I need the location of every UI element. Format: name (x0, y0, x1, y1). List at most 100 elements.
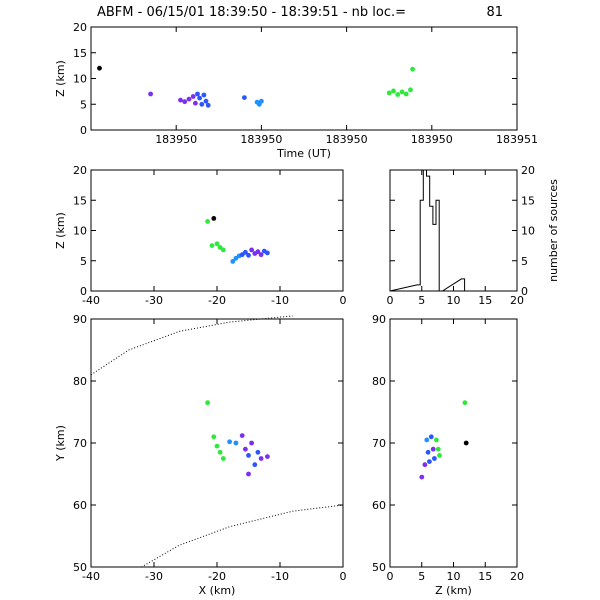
x-tick-label: 15 (478, 570, 492, 583)
x-tick-label: -40 (82, 294, 100, 307)
x-tick-label: 5 (418, 294, 425, 307)
x-tick-label: 0 (387, 294, 394, 307)
x-tick-label: 183950 (326, 133, 368, 146)
range-boundary-arc (141, 504, 344, 568)
x-tick-label: 183950 (240, 133, 282, 146)
y-tick-label: 20 (73, 164, 87, 177)
source-point (205, 102, 211, 108)
x-tick-label: -30 (145, 294, 163, 307)
y-tick-label: 80 (73, 375, 87, 388)
x-tick-label: -40 (82, 570, 100, 583)
source-point (395, 92, 401, 97)
histogram-step-line (389, 169, 517, 292)
x-tick-label: 0 (387, 570, 394, 583)
source-point (463, 440, 469, 446)
source-point (432, 456, 437, 461)
source-point (410, 66, 415, 72)
x-tick-label: 5 (418, 570, 425, 583)
y-tick-label: 15 (521, 194, 535, 207)
source-point (399, 89, 405, 95)
source-point (428, 434, 434, 440)
source-point (419, 474, 425, 480)
x-tick-label: 10 (447, 570, 461, 583)
source-point (230, 259, 236, 264)
y-tick-label: 0 (521, 285, 528, 298)
y-tick-label: 0 (80, 124, 87, 137)
source-point (197, 95, 203, 101)
source-point (255, 449, 261, 455)
y-tick-label: 20 (521, 164, 535, 177)
source-point (239, 433, 245, 438)
y-tick-label: 10 (73, 73, 87, 86)
source-point (246, 453, 251, 458)
source-point (220, 456, 226, 461)
x-tick-label: -10 (271, 570, 289, 583)
source-point (243, 249, 248, 255)
x-axis-label: X (km) (199, 584, 236, 597)
source-point (252, 462, 258, 468)
source-point (193, 100, 198, 106)
plot-frame (389, 169, 518, 292)
source-point (227, 439, 233, 445)
y-tick-label: 10 (521, 225, 535, 238)
y-axis-label: Y (km) (54, 425, 67, 462)
source-point (424, 437, 430, 443)
y-tick-label: 20 (73, 21, 87, 34)
source-point (199, 101, 205, 107)
figure-title: ABFM - 06/15/01 18:39:50 - 18:39:51 - nb… (97, 5, 406, 20)
source-point (195, 91, 200, 97)
plot-frame (90, 318, 344, 568)
chart-time-height: 183950 183950 183950 183950 183951 0 5 10 15 20 Ti… (54, 21, 538, 160)
source-point (265, 250, 270, 256)
x-tick-label: 183950 (411, 133, 453, 146)
source-point (434, 437, 439, 443)
x-tick-label: -20 (208, 294, 226, 307)
y-axis-label: Z (km) (54, 60, 67, 97)
y-tick-label: 5 (521, 255, 528, 268)
source-point (220, 247, 226, 253)
source-point (205, 219, 211, 224)
x-axis-label: Z (km) (435, 584, 472, 597)
source-point (214, 241, 220, 247)
source-point (203, 98, 209, 104)
source-point (97, 65, 102, 71)
y-axis-label: number of sources (547, 179, 560, 282)
source-point (242, 95, 247, 100)
source-point (408, 87, 413, 93)
source-point (190, 94, 196, 99)
chart-x-height: -40 -30 -20 -10 0 0 5 10 15 20 Z (km) (54, 164, 347, 307)
source-point (259, 98, 264, 104)
source-point (437, 453, 442, 458)
source-point (233, 440, 239, 446)
y-tick-label: 80 (372, 375, 386, 388)
source-point (391, 88, 396, 94)
source-point (386, 90, 392, 96)
y-tick-label: 60 (372, 499, 386, 512)
source-point (214, 443, 220, 449)
source-point (258, 252, 264, 258)
source-point (425, 449, 431, 455)
x-tick-label: 183951 (496, 133, 538, 146)
y-tick-label: 70 (372, 437, 386, 450)
y-tick-label: 50 (372, 561, 386, 574)
source-point (403, 91, 409, 97)
range-boundary-arc (90, 315, 293, 376)
source-point (430, 446, 436, 452)
x-axis-label: Time (UT) (276, 147, 331, 160)
source-point (249, 247, 255, 253)
y-tick-label: 90 (73, 313, 87, 326)
x-tick-label: 20 (510, 570, 524, 583)
source-point (258, 456, 264, 461)
source-point (186, 96, 192, 102)
y-tick-label: 10 (73, 225, 87, 238)
y-tick-label: 5 (80, 98, 87, 111)
source-point (243, 446, 248, 452)
y-axis-label: Z (km) (54, 212, 67, 249)
x-tick-label: 0 (340, 294, 347, 307)
chart-height-y: 0 5 10 15 20 50 60 70 80 90 Z (km) (372, 313, 524, 597)
source-point (178, 97, 183, 103)
y-tick-label: 15 (73, 194, 87, 207)
